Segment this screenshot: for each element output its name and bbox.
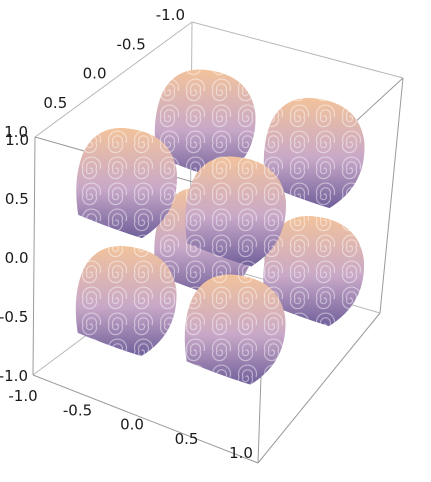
surface-texture-4 xyxy=(263,97,365,209)
y-tick-label: -1.0 xyxy=(156,6,185,24)
z-tick-label: -0.5 xyxy=(0,308,28,326)
z-tick-label: 0.5 xyxy=(5,190,29,208)
y-tick-label: 0.0 xyxy=(83,65,107,83)
x-tick-label: 1.0 xyxy=(229,444,253,462)
surface-texture-8 xyxy=(263,215,365,327)
surface-texture-3 xyxy=(154,69,256,180)
surface-texture-6 xyxy=(184,274,286,385)
surface-group xyxy=(75,69,365,385)
z-tick-label: 1.0 xyxy=(5,131,29,149)
y-tick-label: 0.5 xyxy=(43,94,67,112)
surface-texture-5 xyxy=(75,245,177,357)
x-tick-label: 0.0 xyxy=(120,416,144,434)
y-tick-label: -0.5 xyxy=(116,35,145,53)
surface-texture-2 xyxy=(185,156,287,267)
tick-labels: -1.0-0.50.00.51.0-1.0-0.50.00.51.01.00.5… xyxy=(0,6,253,462)
x-tick-label: -1.0 xyxy=(8,387,37,405)
surface-texture-1 xyxy=(76,127,178,239)
x-tick-label: -0.5 xyxy=(63,401,92,419)
y-tick-label: 1.0 xyxy=(4,123,28,141)
x-tick-label: 0.5 xyxy=(175,430,199,448)
z-tick-label: -1.0 xyxy=(0,367,28,385)
z-tick-label: 0.0 xyxy=(5,249,29,267)
